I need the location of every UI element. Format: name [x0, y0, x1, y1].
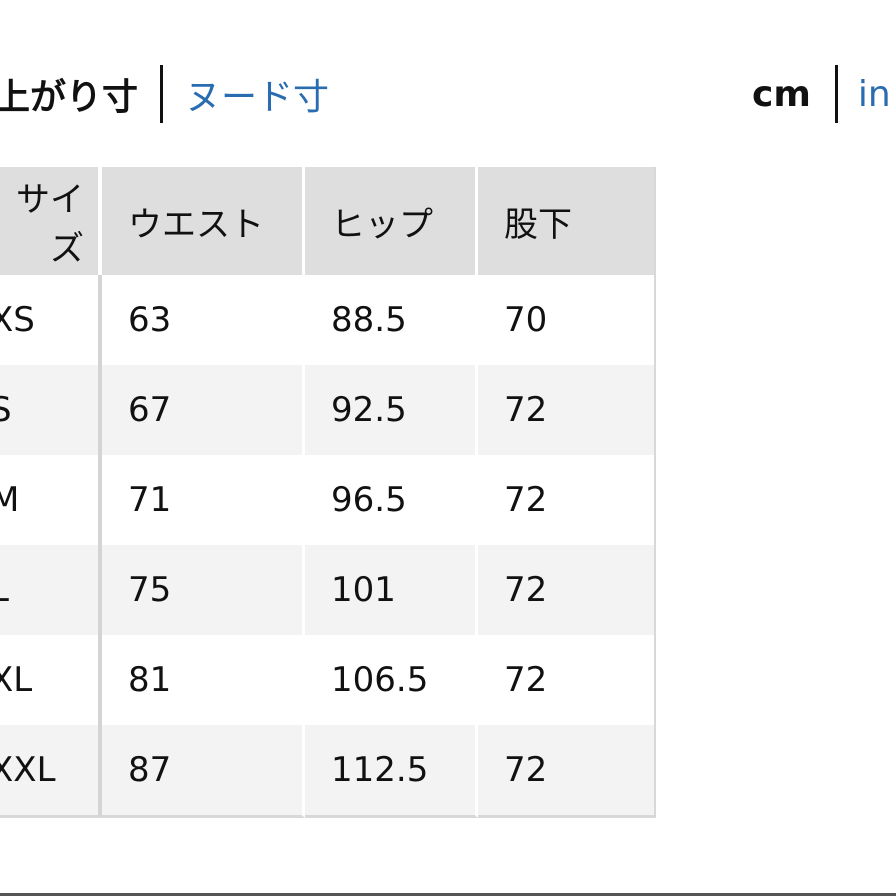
divider: [834, 65, 838, 123]
cell-waist: 87: [102, 725, 305, 818]
cell-size: S: [0, 365, 102, 455]
cell-hip: 112.5: [305, 725, 478, 818]
cell-size: XXL: [0, 725, 102, 818]
bottom-divider: [0, 893, 896, 896]
cell-inseam: 70: [478, 275, 656, 365]
cell-inseam: 72: [478, 365, 656, 455]
cell-size: XS: [0, 275, 102, 365]
cell-hip: 92.5: [305, 365, 478, 455]
cell-hip: 96.5: [305, 455, 478, 545]
cm-option[interactable]: cm: [752, 73, 811, 115]
measurement-type-toggle: 上がり寸 ヌード寸: [0, 65, 330, 123]
table-row: XXL 87 112.5 72: [0, 725, 656, 818]
cell-inseam: 72: [478, 545, 656, 635]
table-row: S 67 92.5 72: [0, 365, 656, 455]
table-row: L7510172: [0, 545, 656, 635]
header-inseam: 股下: [478, 167, 656, 275]
header-hip: ヒップ: [305, 167, 478, 275]
cell-size: XL: [0, 635, 102, 725]
cell-hip: 101: [305, 545, 478, 635]
cell-waist: 81: [102, 635, 305, 725]
cell-waist: 71: [102, 455, 305, 545]
cell-hip: 106.5: [305, 635, 478, 725]
cell-hip: 88.5: [305, 275, 478, 365]
table-row: XL 81 106.5 72: [0, 635, 656, 725]
cell-size: L: [0, 545, 102, 635]
header-waist: ウエスト: [102, 167, 305, 275]
finished-size-option[interactable]: 上がり寸: [0, 77, 139, 118]
cell-inseam: 72: [478, 635, 656, 725]
header-size: サイズ: [0, 167, 102, 275]
cell-waist: 75: [102, 545, 305, 635]
divider: [160, 65, 164, 123]
cell-inseam: 72: [478, 455, 656, 545]
inch-link[interactable]: in: [857, 73, 891, 115]
cell-inseam: 72: [478, 725, 656, 818]
size-chart-table: サイズ ウエスト ヒップ 股下 XS 63 88.5 70 S 67 92.5 72 M 71 96…: [0, 167, 656, 818]
cell-waist: 67: [102, 365, 305, 455]
table-header-row: サイズ ウエスト ヒップ 股下: [0, 167, 656, 275]
body-size-link[interactable]: ヌード寸: [185, 77, 330, 118]
cell-size: M: [0, 455, 102, 545]
unit-toggle: cm in: [752, 65, 891, 123]
cell-waist: 63: [102, 275, 305, 365]
table-row: M 71 96.5 72: [0, 455, 656, 545]
table-row: XS 63 88.5 70: [0, 275, 656, 365]
